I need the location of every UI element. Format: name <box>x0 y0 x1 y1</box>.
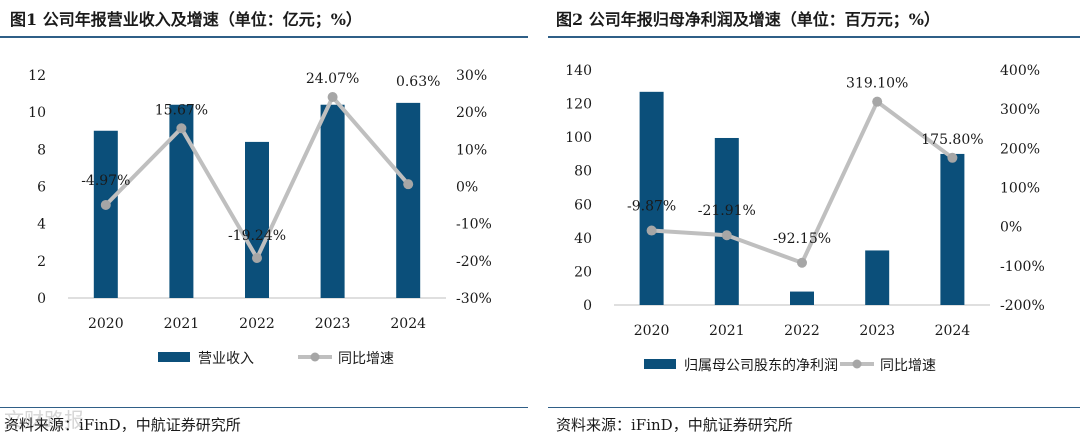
right-tick-label: -30% <box>456 291 492 307</box>
bar-2024 <box>940 153 965 305</box>
growth-point-2020 <box>646 225 657 236</box>
chart1-source: 资料来源：iFinD，中航证券研究所 <box>4 416 241 434</box>
left-tick-label: 80 <box>574 164 592 180</box>
chart2-title: 图2 公司年报归母净利润及增速（单位：百万元；%） <box>556 10 940 29</box>
chart1-source-rule <box>0 407 528 408</box>
growth-point-2024 <box>403 179 414 190</box>
legend-bar-swatch <box>158 352 190 362</box>
right-tick-label: 20% <box>456 105 487 121</box>
left-tick-label: 0 <box>583 298 592 314</box>
bar-2021 <box>714 137 739 305</box>
right-tick-label: 400% <box>1000 63 1040 79</box>
left-tick-label: 40 <box>574 231 592 247</box>
growth-point-2023 <box>872 96 883 107</box>
growth-data-label: -9.87% <box>627 199 676 215</box>
growth-data-label: -4.97% <box>81 173 130 189</box>
x-tick-label: 2022 <box>239 316 275 332</box>
right-tick-label: -100% <box>1000 259 1045 275</box>
chart2: 0 20 40 60 80 100 120 140 -200% -100% 0% 100% 200% 30… <box>565 63 1045 374</box>
x-tick-label: 2024 <box>390 316 426 332</box>
right-tick-label: 100% <box>1000 181 1040 197</box>
left-tick-label: 0 <box>37 291 46 307</box>
right-tick-label: -200% <box>1000 298 1045 314</box>
bar-2022 <box>790 291 814 305</box>
bar-2021 <box>169 104 194 298</box>
x-tick-label: 2023 <box>315 316 351 332</box>
growth-point-2022 <box>252 253 262 264</box>
growth-point-2021 <box>176 123 187 134</box>
left-tick-label: 140 <box>565 63 592 79</box>
growth-data-label: 15.67% <box>155 102 208 118</box>
growth-point-2020 <box>100 199 111 210</box>
right-tick-label: 0% <box>456 180 478 196</box>
bar-2022 <box>245 141 269 298</box>
bar-2023 <box>320 104 345 298</box>
left-tick-label: 100 <box>565 130 592 146</box>
chart1-title-rule <box>0 36 528 38</box>
right-tick-label: 0% <box>1000 220 1022 236</box>
legend-bar-swatch <box>644 359 676 369</box>
growth-data-label: 319.10% <box>846 76 908 92</box>
right-tick-label: -20% <box>456 254 492 270</box>
legend-line-marker <box>852 359 862 369</box>
left-tick-label: 120 <box>565 97 592 113</box>
chart1-title: 图1 公司年报营业收入及增速（单位：亿元；%） <box>10 10 362 29</box>
watermark: 文财路报 <box>4 408 84 432</box>
chart2-source: 资料来源：iFinD，中航证券研究所 <box>556 416 793 434</box>
bar-2020 <box>93 130 118 298</box>
growth-point-2024 <box>947 152 958 163</box>
growth-data-label: 0.63% <box>396 74 440 90</box>
growth-data-label: -92.15% <box>773 231 831 247</box>
x-tick-label: 2020 <box>634 323 670 339</box>
chart1: 0 2 4 6 8 10 12 -30% -20% -10% 0% 10% 20% 30% 2020 2021… <box>28 68 492 367</box>
growth-point-2023 <box>327 92 338 103</box>
bar-2020 <box>639 91 664 305</box>
right-tick-label: -10% <box>456 217 492 233</box>
legend-bar-label: 归属母公司股东的净利润 <box>684 357 838 374</box>
legend-bar-label: 营业收入 <box>198 351 254 367</box>
left-tick-label: 12 <box>28 68 46 84</box>
x-tick-label: 2020 <box>88 316 124 332</box>
growth-data-label: -21.91% <box>698 203 756 219</box>
legend-line-marker <box>310 352 320 362</box>
x-tick-label: 2024 <box>935 323 971 339</box>
legend-line-label: 同比增速 <box>880 358 936 374</box>
growth-point-2021 <box>721 230 732 241</box>
chart2-title-rule <box>548 36 1080 38</box>
right-tick-label: 10% <box>456 142 487 158</box>
left-tick-label: 6 <box>37 180 46 196</box>
left-tick-label: 4 <box>37 217 46 233</box>
left-tick-label: 2 <box>37 254 46 270</box>
growth-point-2022 <box>797 257 807 268</box>
x-tick-label: 2021 <box>709 323 745 339</box>
right-tick-label: 30% <box>456 68 487 84</box>
bar-2024 <box>396 102 421 298</box>
x-tick-label: 2023 <box>859 323 895 339</box>
right-tick-label: 200% <box>1000 141 1040 157</box>
chart2-source-rule <box>548 407 1080 408</box>
x-tick-label: 2022 <box>784 323 820 339</box>
left-tick-label: 10 <box>28 105 46 121</box>
growth-data-label: 24.07% <box>306 71 359 87</box>
growth-data-label: 175.80% <box>921 132 983 148</box>
right-tick-label: 300% <box>1000 102 1040 118</box>
left-tick-label: 60 <box>574 197 592 213</box>
growth-data-label: -19.24% <box>228 228 286 244</box>
left-tick-label: 20 <box>574 264 592 280</box>
left-tick-label: 8 <box>37 142 46 158</box>
x-tick-label: 2021 <box>164 316 200 332</box>
bar-2023 <box>865 250 890 305</box>
legend-line-label: 同比增速 <box>338 351 394 367</box>
